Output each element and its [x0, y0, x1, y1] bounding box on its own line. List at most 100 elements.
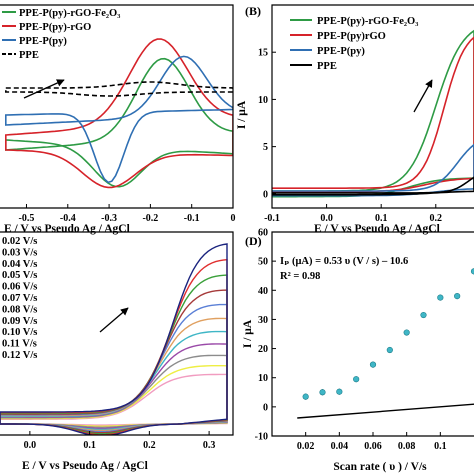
panel-b-x-tick-label: 0.0: [320, 213, 333, 224]
panel-d-data-point: [454, 293, 461, 300]
panel-d-data-point: [470, 268, 474, 275]
panel-a-x-label: E / V vs Pseudo Ag / AgCl: [4, 223, 130, 235]
panel-b-y-tick-label: 0: [263, 189, 268, 200]
panel-d-x-tick-label: 0.1: [434, 441, 447, 452]
panel-c-legend-label: 0.04 V/s: [2, 259, 37, 270]
panel-d-y-tick-label: 60: [258, 228, 268, 239]
panel-c-x-tick-label: 0.0: [24, 440, 37, 451]
panel-b-scan-arrow: [413, 79, 433, 113]
panel-b-x-tick-label: -0.1: [264, 213, 280, 224]
panel-b-label: (B): [245, 4, 261, 18]
panel-d-x-tick-label: 0.04: [331, 441, 349, 452]
panel-a-x-ticks: -0.5 -0.4 -0.3 -0.2 -0.1 0: [19, 204, 236, 224]
panel-d-x-label: Scan rate ( υ ) / V/s: [333, 461, 427, 473]
panel-d-y-tick-label: 30: [258, 315, 268, 326]
panel-a-series-line: [5, 81, 233, 97]
panel-b-x-tick-label: 0.1: [375, 213, 388, 224]
panel-c-legend-label: 0.08 V/s: [2, 304, 37, 315]
panel-d-plot: [297, 268, 474, 419]
panel-d-data-point: [437, 294, 444, 301]
panel-d-data-point: [420, 311, 427, 319]
panel-a-legend-label: PPE: [19, 50, 39, 61]
panel-d-data-point: [336, 388, 343, 395]
panel-c: 0.0 0.1 0.2 0.3 E / V vs Pseudo Ag / AgCl 0…: [0, 231, 234, 472]
panel-d-data-point: [403, 329, 410, 336]
panel-a-legend-label: PPE-P(py)-rGO: [19, 22, 91, 33]
panel-c-series-line: [0, 243, 228, 435]
panel-b-frame: [271, 4, 474, 209]
panel-d-y-tick-label: 40: [258, 286, 268, 297]
panel-d-y-tick-label: 50: [258, 257, 268, 268]
panel-a-x-tick-label: -0.2: [142, 213, 158, 224]
panel-d-x-tick-label: 0.06: [364, 441, 382, 452]
panel-c-legend-label: 0.09 V/s: [2, 316, 37, 327]
panel-a-scan-arrow: [23, 79, 65, 99]
panel-c-x-tick-label: 0.1: [83, 440, 96, 451]
panel-b-x-tick-label: 0.2: [430, 213, 443, 224]
panel-c-legend-label: 0.02 V/s: [2, 236, 37, 247]
panel-b-y-tick-label: 5: [263, 142, 268, 153]
panel-b: (B) -0.1 0.0 0.1 0.2 0 5 10 15 I / μA E / V vs …: [236, 4, 474, 235]
panel-c-legend-label: 0.11 V/s: [2, 339, 37, 350]
panel-b-series-line: [272, 36, 474, 193]
panel-a: -0.5 -0.4 -0.3 -0.2 -0.1 0 E / V vs Pseudo Ag…: [0, 4, 236, 235]
panel-a-legend: PPE-P(py)-rGO-Fe₂O₃ PPE-P(py)-rGO PPE-P(py…: [2, 8, 120, 61]
panel-d: (D) 0.02 0.04 0.06 0.08 0.1-100102030405060 …: [242, 228, 474, 473]
panel-d-r2: R² = 0.98: [280, 271, 320, 282]
panel-c-legend: 0.02 V/s0.03 V/s0.04 V/s0.05 V/s0.06 V/s…: [2, 236, 37, 361]
panel-c-x-tick-label: 0.3: [203, 440, 216, 451]
panel-c-legend-label: 0.12 V/s: [2, 350, 37, 361]
panel-d-ticks: 0.02 0.04 0.06 0.08 0.1 -10 0 10 20 30 40 50 60: [255, 228, 447, 453]
panel-b-y-label: I / μA: [236, 100, 248, 129]
panel-b-y-tick-label: 10: [258, 95, 268, 106]
panel-d-x-tick-label: 0.08: [398, 441, 416, 452]
panel-b-curves: [272, 29, 474, 198]
panel-a-x-tick-label: -0.3: [101, 213, 117, 224]
panel-a-series-line: [5, 55, 233, 184]
panel-d-y-tick-label: -10: [255, 432, 268, 443]
panel-c-curves: [0, 243, 228, 435]
panel-d-data-point: [353, 376, 360, 383]
panel-c-frame: [0, 231, 234, 436]
panel-b-legend-label: PPE-P(py)-rGO-Fe₂O₃: [317, 16, 418, 27]
panel-b-ticks: -0.1 0.0 0.1 0.2 0 5 10 15: [258, 48, 442, 224]
panel-c-legend-label: 0.03 V/s: [2, 247, 37, 258]
panel-d-data-point: [302, 393, 309, 400]
panel-a-legend-label: PPE-P(py): [19, 36, 67, 47]
panel-d-equation: Iₚ (μA) = 0.53 υ (V / s) – 10.6: [280, 256, 408, 267]
panel-a-x-tick-label: 0: [231, 213, 236, 224]
panel-a-x-tick-label: -0.1: [184, 213, 200, 224]
panel-b-y-tick-label: 15: [258, 48, 268, 59]
panel-d-y-label: I / μA: [242, 319, 254, 348]
panel-b-series-line: [272, 29, 474, 198]
panel-c-x-tick-label: 0.2: [143, 440, 156, 451]
panel-b-legend-label: PPE-P(py): [317, 46, 365, 57]
panel-c-legend-label: 0.06 V/s: [2, 282, 37, 293]
panel-a-frame: [0, 4, 234, 209]
panel-c-legend-label: 0.05 V/s: [2, 270, 37, 281]
panel-b-x-label: E / V vs Pseudo Ag / AgCl: [314, 223, 440, 235]
panel-c-x-label: E / V vs Pseudo Ag / AgCl: [22, 460, 148, 472]
panel-c-scan-arrow: [99, 307, 129, 333]
panel-a-curves: [5, 38, 233, 189]
panel-a-series-line: [5, 57, 233, 188]
panel-c-legend-label: 0.07 V/s: [2, 293, 37, 304]
panel-b-legend-label: PPE: [317, 61, 337, 72]
panel-d-y-tick-label: 0: [263, 402, 268, 413]
panel-d-fit-line: [297, 403, 474, 419]
panel-b-legend: PPE-P(py)-rGO-Fe₂O₃ PPE-P(py)rGO PPE-P(py)…: [290, 16, 418, 72]
panel-d-data-point: [386, 346, 393, 354]
panel-a-x-tick-label: -0.4: [60, 213, 76, 224]
panel-d-data-point: [369, 361, 377, 368]
panel-c-x-ticks: 0.0 0.1 0.2 0.3: [24, 431, 216, 451]
panel-d-label: (D): [245, 234, 262, 248]
panel-a-legend-label: PPE-P(py)-rGO-Fe₂O₃: [19, 8, 120, 19]
panel-d-data-point: [319, 389, 326, 396]
panel-b-legend-label: PPE-P(py)rGO: [317, 31, 386, 42]
panel-b-series-line: [272, 143, 474, 197]
panel-d-x-tick-label: 0.02: [297, 441, 315, 452]
panel-a-x-tick-label: -0.5: [19, 213, 35, 224]
panel-d-y-tick-label: 10: [258, 373, 268, 384]
